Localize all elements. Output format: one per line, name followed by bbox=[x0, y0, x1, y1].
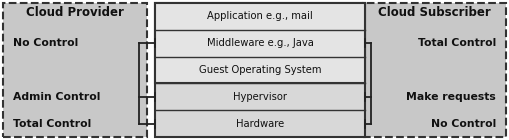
Text: Guest Operating System: Guest Operating System bbox=[199, 65, 321, 75]
Bar bbox=[155, 3, 365, 137]
Bar bbox=[155, 3, 365, 83]
Text: Middleware e.g., Java: Middleware e.g., Java bbox=[207, 38, 314, 48]
Text: Total Control: Total Control bbox=[418, 38, 496, 48]
Bar bbox=[3, 3, 147, 137]
Text: Total Control: Total Control bbox=[13, 119, 91, 129]
Text: Hardware: Hardware bbox=[236, 119, 284, 129]
Text: No Control: No Control bbox=[431, 119, 496, 129]
Text: Make requests: Make requests bbox=[406, 92, 496, 102]
Text: Admin Control: Admin Control bbox=[13, 92, 100, 102]
Text: No Control: No Control bbox=[13, 38, 78, 48]
Text: Cloud Provider: Cloud Provider bbox=[26, 6, 124, 19]
Text: Application e.g., mail: Application e.g., mail bbox=[207, 11, 313, 21]
Bar bbox=[363, 3, 506, 137]
Text: Hypervisor: Hypervisor bbox=[233, 92, 287, 102]
Text: Cloud Subscriber: Cloud Subscriber bbox=[378, 6, 491, 19]
